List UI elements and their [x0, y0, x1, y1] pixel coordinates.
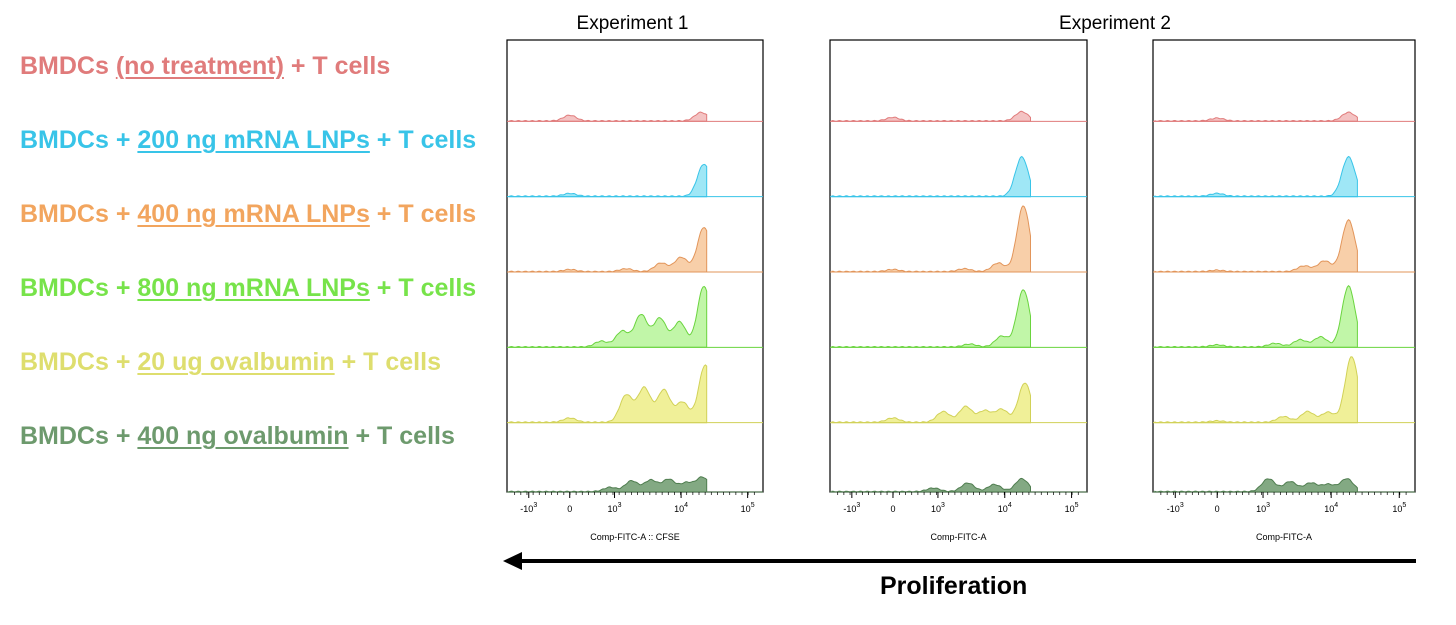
histogram-series — [508, 227, 708, 273]
x-tick-label: 105 — [1392, 502, 1406, 514]
legend-treatment: 200 ng mRNA LNPs — [137, 126, 370, 154]
histogram-series — [1154, 155, 1358, 198]
legend-treatment: 400 ng mRNA LNPs — [137, 200, 370, 228]
histogram-series — [508, 364, 708, 424]
x-tick-label: -103 — [843, 502, 860, 514]
x-axis-label: Comp-FITC-A — [931, 532, 987, 542]
legend-prefix: BMDCs + — [20, 422, 138, 450]
histogram-series — [508, 285, 708, 348]
legend-prefix: BMDCs — [20, 52, 116, 80]
legend-suffix: + T cells — [283, 52, 391, 80]
histogram-series — [508, 476, 708, 493]
histogram-series — [1154, 111, 1358, 122]
legend-prefix: BMDCs + — [20, 348, 138, 376]
x-tick-label: 105 — [1065, 502, 1079, 514]
legend-item: BMDCs + 400 ng mRNA LNPs + T cells — [20, 200, 476, 229]
histogram-series — [831, 289, 1031, 348]
x-tick-label: 103 — [608, 502, 622, 514]
legend-item: BMDCs (no treatment) + T cells — [20, 52, 390, 81]
experiment-2-title: Experiment 2 — [1059, 13, 1171, 34]
histogram-series — [1154, 219, 1358, 273]
panel-frame — [829, 39, 1088, 493]
legend-item: BMDCs + 400 ng ovalbumin + T cells — [20, 422, 455, 451]
histogram-series — [831, 477, 1031, 493]
x-tick-label: 105 — [741, 502, 755, 514]
x-tick-label: 0 — [567, 504, 572, 514]
histogram-series — [831, 155, 1031, 198]
histogram-series — [1154, 284, 1358, 348]
legend-prefix: BMDCs + — [20, 274, 138, 302]
x-tick-label: 104 — [1324, 502, 1338, 514]
proliferation-arrow-head — [503, 552, 522, 570]
x-tick-label: 103 — [1256, 502, 1270, 514]
panel-frame — [506, 39, 764, 493]
legend-treatment: (no treatment) — [115, 52, 284, 80]
experiment-1-title: Experiment 1 — [576, 13, 689, 34]
legend-suffix: + T cells — [369, 274, 477, 302]
legend-item: BMDCs + 800 ng mRNA LNPs + T cells — [20, 274, 476, 303]
histogram-series — [508, 163, 708, 198]
x-axis-label: Comp-FITC-A — [1256, 532, 1312, 542]
x-axis-label: Comp-FITC-A :: CFSE — [590, 532, 680, 542]
legend-suffix: + T cells — [348, 422, 455, 450]
legend-suffix: + T cells — [369, 126, 477, 154]
legend-prefix: BMDCs + — [20, 200, 138, 228]
x-tick-label: 103 — [931, 502, 945, 514]
legend-treatment: 400 ng ovalbumin — [137, 422, 349, 450]
histogram-series — [1154, 356, 1358, 424]
legend-prefix: BMDCs + — [20, 126, 138, 154]
histogram-series — [831, 382, 1031, 424]
legend-suffix: + T cells — [369, 200, 477, 228]
x-tick-label: 104 — [998, 502, 1012, 514]
histogram-series — [831, 205, 1031, 273]
legend-treatment: 800 ng mRNA LNPs — [137, 274, 370, 302]
x-tick-label: -103 — [520, 502, 537, 514]
proliferation-label: Proliferation — [880, 572, 1028, 600]
histogram-series — [508, 111, 708, 122]
panel-frame — [1152, 39, 1416, 493]
legend-item: BMDCs + 200 ng mRNA LNPs + T cells — [20, 126, 476, 155]
x-tick-label: 104 — [674, 502, 688, 514]
legend-item: BMDCs + 20 ug ovalbumin + T cells — [20, 348, 441, 377]
legend-treatment: 20 ug ovalbumin — [137, 348, 335, 376]
x-tick-label: 0 — [1215, 504, 1220, 514]
x-tick-label: 0 — [890, 504, 895, 514]
histogram-series — [831, 110, 1031, 122]
histogram-series — [1154, 478, 1358, 493]
legend-suffix: + T cells — [334, 348, 441, 376]
x-tick-label: -103 — [1167, 502, 1184, 514]
